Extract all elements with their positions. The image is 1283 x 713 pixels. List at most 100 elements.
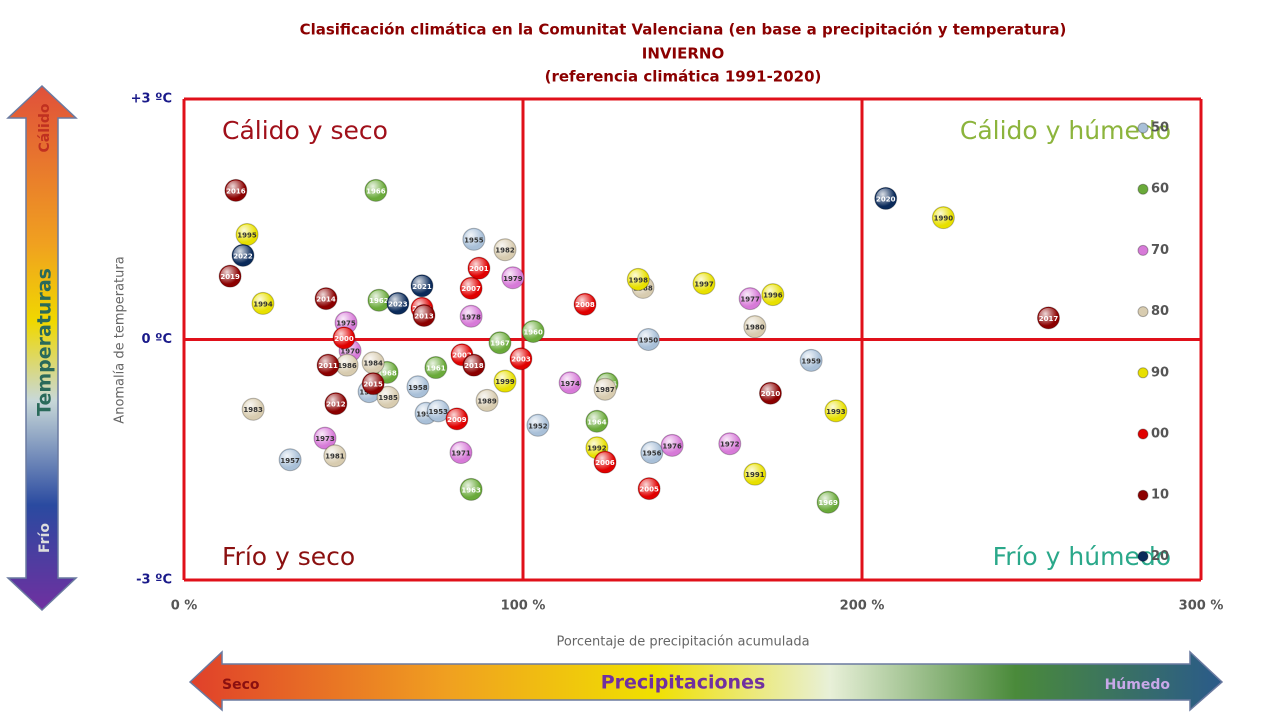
point-label: 1955 (464, 236, 484, 244)
point: 1991 (743, 462, 767, 486)
quadrant-label: Cálido y húmedo (960, 116, 1171, 145)
point: 2005 (637, 477, 661, 501)
point-label: 1969 (818, 499, 838, 507)
point-label: 1986 (337, 362, 357, 370)
marker-shine (586, 411, 607, 432)
marker-shine (334, 327, 355, 348)
point: 1981 (323, 444, 347, 468)
point: 1962 (367, 288, 391, 312)
legend-marker (1137, 122, 1149, 134)
point: 1953 (426, 399, 450, 423)
legend-label: 10 (1151, 488, 1169, 503)
point-label: 1997 (694, 280, 714, 288)
marker-shine (378, 387, 399, 408)
temperature-arrow (6, 84, 78, 612)
point-label: 1998 (629, 276, 649, 284)
marker-shine (468, 258, 489, 279)
point: 2009 (445, 407, 469, 431)
marker-shine (316, 288, 337, 309)
marker-shine (628, 269, 649, 290)
marker-shine (575, 294, 596, 315)
marker-shine (502, 267, 523, 288)
point-label: 1954 (416, 410, 436, 418)
point-label: 1987 (595, 386, 615, 394)
point-label: 1950 (639, 337, 659, 345)
marker-shine (489, 332, 510, 353)
marker-shine (363, 352, 384, 373)
point-label: 2020 (876, 195, 896, 203)
point: 1989 (475, 388, 499, 412)
point: 1984 (361, 351, 385, 375)
marker-shine (220, 266, 241, 287)
x-tick-label: 200 % (840, 599, 885, 614)
point-label: 1973 (315, 435, 335, 443)
point: 1967 (488, 331, 512, 355)
point: 1980 (743, 315, 767, 339)
point-label: 1956 (642, 450, 662, 458)
point: 1964 (585, 409, 609, 433)
point-label: 1980 (745, 324, 765, 332)
point-label: 2021 (412, 283, 432, 291)
marker-shine (595, 452, 616, 473)
arrow-label: Cálido (37, 103, 53, 152)
point-label: 1953 (429, 408, 449, 416)
point: 1958 (406, 375, 430, 399)
marker-shine (368, 290, 389, 311)
point: 1956 (640, 441, 664, 465)
point-label: 1961 (426, 365, 446, 373)
point: 1955 (462, 227, 486, 251)
point: 1974 (558, 371, 582, 395)
point: 2010 (758, 381, 782, 405)
point: 2001 (467, 256, 491, 280)
marker-shine (428, 400, 449, 421)
point: 1982 (493, 238, 517, 262)
marker-shine (315, 428, 336, 449)
point: 2019 (218, 264, 242, 288)
marker-shine (237, 224, 258, 245)
point-label: 1996 (763, 292, 783, 300)
quadrant-label: Cálido y seco (222, 116, 388, 145)
point: 1983 (241, 397, 265, 421)
point-label: 1960 (523, 328, 543, 336)
y-axis-label: Anomalía de temperatura (113, 256, 128, 423)
point-label: 1975 (336, 320, 356, 328)
marker-shine (933, 207, 954, 228)
x-tick-label: 100 % (501, 599, 546, 614)
legend-label: 50 (1151, 121, 1169, 136)
point: 1995 (235, 222, 259, 246)
point-label: 2000 (334, 335, 354, 343)
point-label: 1994 (253, 300, 273, 308)
point-label: 2010 (761, 390, 781, 398)
point-label: 1972 (720, 441, 740, 449)
chart-subtitle: INVIERNO (642, 45, 724, 63)
point-label: 1993 (826, 408, 846, 416)
point: 1969 (816, 490, 840, 514)
legend-label: 70 (1151, 243, 1169, 258)
marker-shine (414, 305, 435, 326)
point-label: 2016 (226, 187, 246, 195)
point: 2006 (593, 450, 617, 474)
point-label: 2005 (639, 486, 659, 494)
point-label: 1995 (237, 231, 257, 239)
legend-marker (1137, 183, 1149, 195)
point: 1966 (364, 178, 388, 202)
legend-label: 80 (1151, 304, 1169, 319)
point-label: 2023 (388, 300, 408, 308)
legend-marker (1137, 244, 1149, 256)
point: 2020 (874, 186, 898, 210)
point: 1976 (660, 433, 684, 457)
legend-label: 00 (1151, 427, 1169, 442)
marker-shine (463, 355, 484, 376)
point-label: 2019 (220, 273, 240, 281)
legend-label: 20 (1151, 549, 1169, 564)
marker-shine (760, 383, 781, 404)
point: 1997 (692, 271, 716, 295)
point-label: 1974 (560, 380, 580, 388)
marker-shine (450, 442, 471, 463)
point: 1996 (761, 283, 785, 307)
y-tick-label: -3 ºC (136, 573, 172, 588)
marker-shine (411, 275, 432, 296)
point-label: 1957 (280, 457, 300, 465)
marker-shine (337, 355, 358, 376)
marker-shine (694, 273, 715, 294)
